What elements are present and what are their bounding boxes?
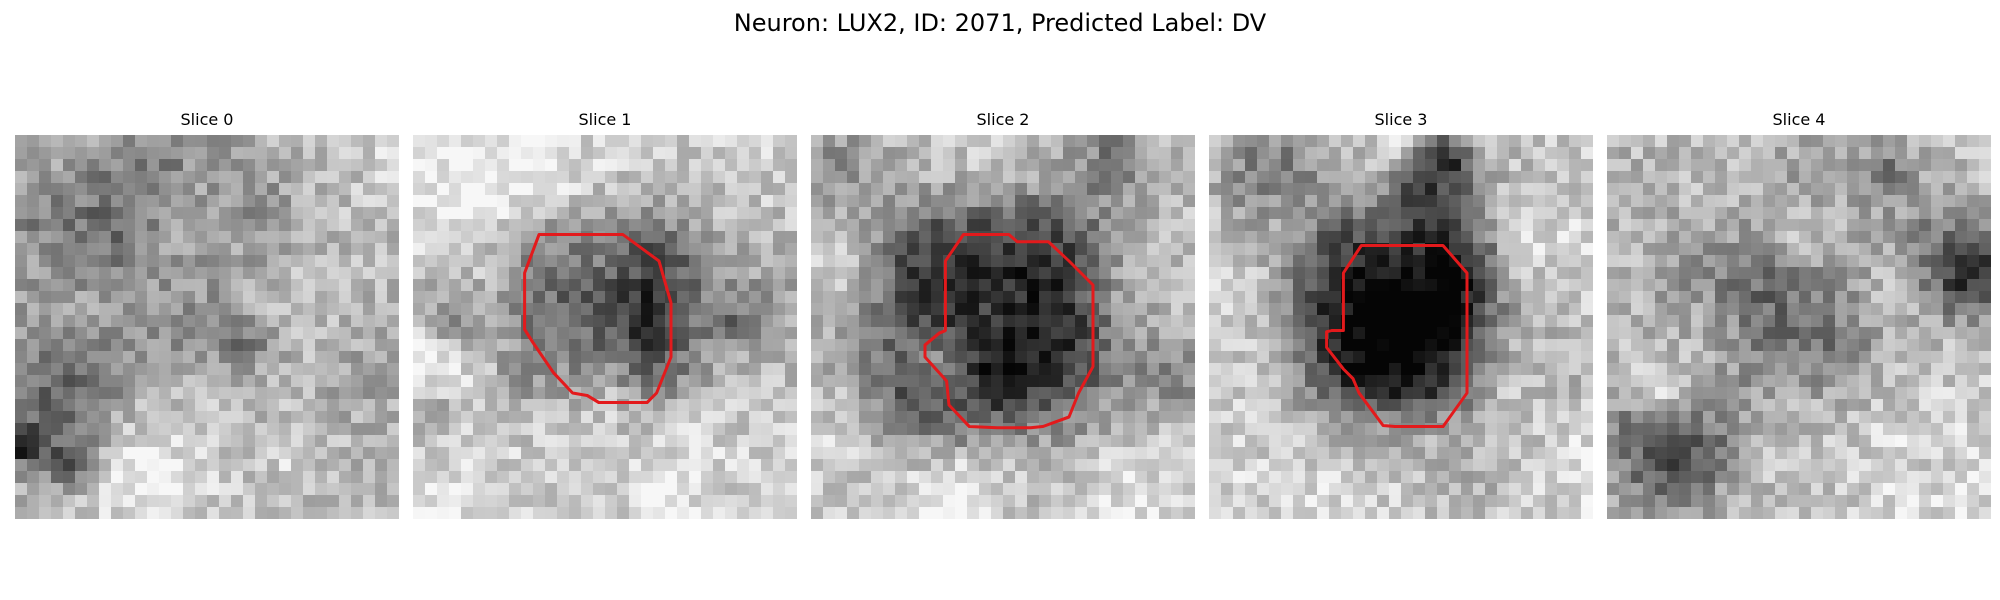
slice-title: Slice 0 (180, 110, 234, 129)
slice-panel-0: Slice 0 (15, 108, 399, 519)
slice-image (15, 135, 399, 519)
slice-image (811, 135, 1195, 519)
slice-panel-1: Slice 1 (413, 108, 797, 519)
slice-title: Slice 1 (578, 110, 632, 129)
slice-title: Slice 4 (1772, 110, 1826, 129)
figure-title: Neuron: LUX2, ID: 2071, Predicted Label:… (733, 9, 1267, 37)
slice-title: Slice 3 (1374, 110, 1428, 129)
slice-panel-2: Slice 2 (811, 108, 1195, 519)
slice-image (1607, 135, 1991, 519)
slice-panel-3: Slice 3 (1209, 108, 1593, 519)
slice-panel-4: Slice 4 (1607, 108, 1991, 519)
slice-image (413, 135, 797, 519)
slice-image (1209, 135, 1593, 519)
slice-title: Slice 2 (976, 110, 1030, 129)
